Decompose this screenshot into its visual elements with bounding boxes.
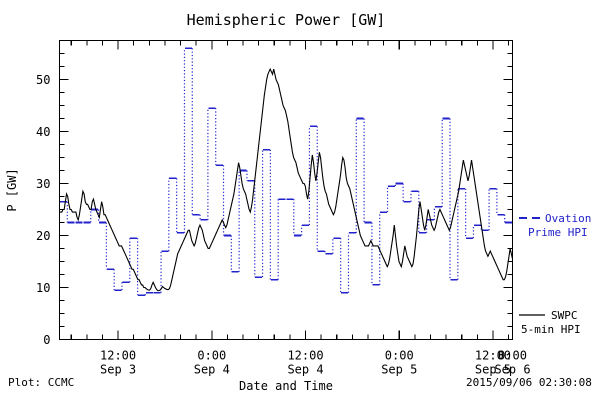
x-tick-label-time: 0:00 — [385, 349, 414, 363]
x-tick-label-time: 12:00 — [100, 349, 136, 363]
x-tick-label-time: 12:00 — [475, 349, 511, 363]
x-tick-label-time: 0:00 — [498, 349, 527, 363]
data-layer — [59, 47, 514, 297]
x-tick-label-date: Sep 5 — [475, 363, 511, 377]
y-tick-label: 0 — [43, 333, 50, 347]
y-tick-label: 20 — [36, 229, 50, 243]
legend-swpc-label-line2: 5-min HPI — [521, 323, 581, 336]
legend-ovation-label-line1: Ovation — [545, 212, 591, 225]
x-tick-label-date: Sep 3 — [100, 363, 136, 377]
x-tick-label-date: Sep 4 — [194, 363, 230, 377]
x-tick-label-date: Sep 4 — [287, 363, 323, 377]
y-tick-label: 40 — [36, 125, 50, 139]
x-tick-label-date: Sep 5 — [381, 363, 417, 377]
legend-swpc-label-line1: SWPC — [551, 309, 578, 322]
series-swpc-5min-hpi — [59, 67, 514, 292]
y-tick-label: 10 — [36, 281, 50, 295]
timestamp-label: 2015/09/06 02:30:08 — [466, 376, 592, 389]
x-tick-label-time: 12:00 — [287, 349, 323, 363]
y-axis-label: P [GW] — [5, 168, 19, 211]
x-tick-label-date: Sep 6 — [494, 363, 530, 377]
x-tick-label-time: 0:00 — [197, 349, 226, 363]
y-tick-label: 30 — [36, 177, 50, 191]
page-title: Hemispheric Power [GW] — [187, 11, 386, 29]
legend-ovation-label-line2: Prime HPI — [528, 226, 588, 239]
y-tick-label: 50 — [36, 73, 50, 87]
plot-source-label: Plot: CCMC — [8, 376, 74, 389]
x-axis-label: Date and Time — [239, 379, 333, 393]
plot-frame — [58, 39, 514, 341]
